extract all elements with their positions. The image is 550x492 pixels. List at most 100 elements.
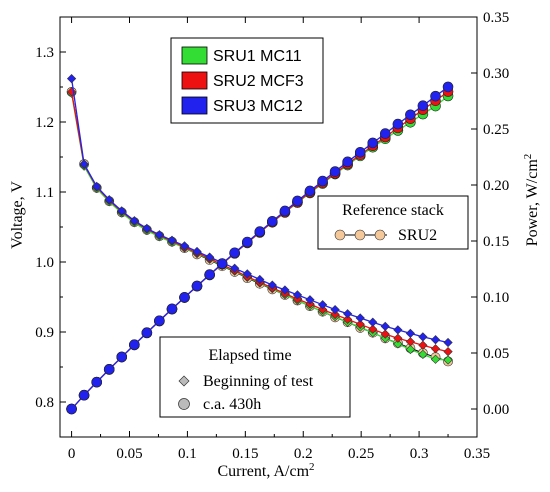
data-point: [78, 389, 90, 401]
data-point: [443, 337, 453, 348]
data-point: [205, 252, 215, 262]
legend-label: SRU3 MC12: [213, 98, 303, 115]
data-point: [216, 258, 228, 269]
data-point: [66, 73, 77, 84]
data-point: [380, 321, 390, 332]
data-point: [267, 280, 277, 290]
y-left-tick-label: 1.0: [35, 255, 54, 271]
y-right-axis: 0.00 0.05 0.10 0.15 0.20 0.25 0.30 0.35: [471, 10, 509, 418]
data-point: [317, 300, 328, 310]
y-left-tick-label: 1.3: [35, 45, 54, 61]
data-point: [166, 303, 178, 315]
legend-time-marker: [178, 398, 190, 410]
x-axis: 0 0.05 0.1 0.15 0.2 0.25 0.3 0.35: [68, 17, 490, 462]
series-layer: [66, 73, 454, 415]
data-point: [242, 236, 253, 248]
data-point: [66, 403, 77, 415]
legend-reference: Reference stack SRU2: [317, 195, 469, 250]
data-point: [255, 274, 265, 285]
data-point: [129, 216, 139, 226]
x-tick-label: 0: [68, 446, 76, 462]
data-point: [230, 263, 240, 273]
data-point: [330, 309, 340, 320]
data-point: [354, 146, 366, 158]
data-point: [292, 195, 303, 207]
data-point: [117, 206, 127, 216]
legend-time: Elapsed time Beginning of test c.a. 430h: [159, 336, 351, 418]
legend-label: SRU2 MCF3: [213, 73, 304, 90]
data-point: [92, 181, 102, 192]
legend-time-label: c.a. 430h: [203, 396, 261, 413]
y-right-tick-label: 0.00: [483, 402, 509, 418]
data-point: [430, 335, 441, 345]
data-point: [430, 344, 441, 354]
data-point: [405, 344, 416, 355]
data-point: [330, 304, 340, 315]
legend-label: SRU1 MC11: [213, 48, 302, 65]
data-point: [442, 81, 454, 93]
data-point: [355, 313, 365, 323]
y-right-tick-label: 0.20: [483, 178, 509, 194]
x-tick-label: 0.15: [232, 446, 258, 462]
data-point: [116, 351, 128, 363]
data-point: [229, 247, 240, 259]
data-point: [280, 285, 290, 295]
y-right-axis-label-sup: 2: [522, 154, 534, 160]
data-point: [368, 317, 378, 327]
legend-reference-frame: [317, 195, 469, 250]
x-tick-label: 0.35: [464, 446, 490, 462]
data-point: [368, 324, 378, 334]
data-point: [430, 354, 441, 364]
data-point: [342, 309, 353, 319]
data-point: [405, 109, 416, 121]
data-point: [141, 327, 153, 339]
x-axis-label: Current, A/cm2: [217, 461, 314, 480]
y-left-tick-label: 1.1: [35, 185, 54, 201]
y-right-tick-label: 0.15: [483, 234, 509, 250]
data-point: [379, 128, 391, 139]
y-left-axis-label: Voltage, V: [9, 181, 26, 249]
legend-main: SRU1 MC11 SRU2 MCF3 SRU3 MC12: [170, 37, 324, 124]
data-point: [393, 325, 403, 335]
data-point: [430, 90, 441, 102]
data-point: [292, 290, 303, 300]
legend-swatch: [181, 71, 208, 90]
y-left-tick-label: 0.8: [35, 395, 54, 411]
data-point: [167, 235, 177, 245]
legend-reference-point: [334, 229, 346, 241]
data-point: [380, 329, 390, 339]
legend-time-marker: [178, 375, 190, 387]
data-point: [304, 185, 316, 197]
legend-reference-title: Reference stack: [342, 202, 444, 219]
x-tick-label: 0.25: [348, 446, 374, 462]
data-point: [393, 339, 403, 349]
data-point: [418, 332, 428, 342]
y-right-axis-label: Power, W/cm2: [522, 154, 541, 247]
data-point: [179, 241, 190, 251]
x-tick-label: 0.2: [294, 446, 313, 462]
data-point: [405, 328, 416, 339]
x-tick-label: 0.1: [178, 446, 197, 462]
data-point: [417, 100, 429, 112]
data-point: [154, 230, 165, 240]
series-sru3-mc12-voltage: [66, 73, 453, 348]
data-point: [317, 304, 328, 315]
y-left-tick-label: 0.9: [35, 325, 54, 341]
data-point: [305, 295, 315, 305]
legend-swatch: [181, 96, 208, 115]
data-point: [279, 205, 291, 217]
data-point: [443, 355, 453, 365]
data-point: [405, 337, 416, 347]
x-axis-label-sup: 2: [309, 461, 315, 473]
data-point: [79, 159, 89, 169]
data-point: [367, 137, 379, 149]
data-point: [192, 246, 202, 257]
data-point: [104, 195, 114, 205]
data-point: [393, 333, 403, 343]
legend-time-label: Beginning of test: [203, 373, 314, 390]
y-right-tick-label: 0.30: [483, 66, 509, 82]
data-point: [342, 314, 353, 325]
data-point: [142, 223, 152, 234]
data-point: [443, 346, 453, 357]
